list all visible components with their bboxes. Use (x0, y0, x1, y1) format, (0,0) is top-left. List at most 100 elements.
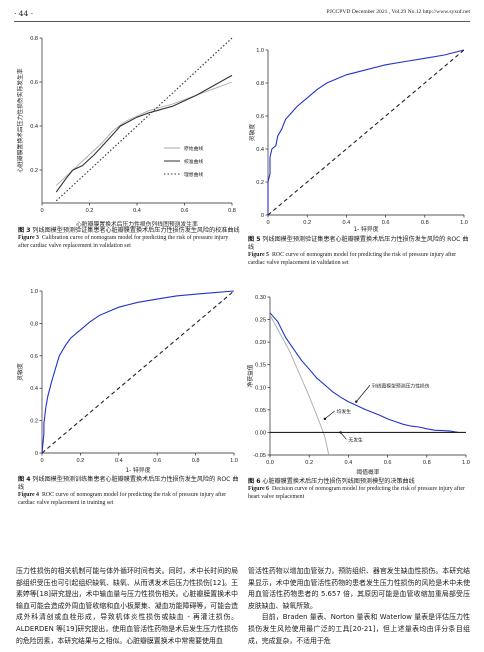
y-tick-label: 0.8 (30, 321, 38, 327)
annotation-arrowhead (355, 400, 358, 403)
body-paragraph: 压力性损伤的相关机制可能与体外循环时间有关。同时，术中长时间的局部组织受压也可引… (16, 567, 238, 645)
figure-6-caption-en: Decision curve of nomogram model for pre… (248, 486, 465, 500)
y-tick-label: 1.0 (256, 48, 264, 54)
x-axis-label: 1- 特异度 (353, 225, 378, 233)
y-tick-label: 0.4 (256, 147, 264, 153)
y-axis-label: 灵敏度 (248, 124, 256, 142)
x-tick-label: 1.0 (462, 460, 470, 466)
header-rule (14, 21, 470, 22)
y-tick-label: 0.00 (255, 430, 266, 436)
x-axis-label: 心脏瓣膜置换术后压力性损伤列线图预测发生率 (76, 220, 198, 228)
y-tick-label: 0.05 (255, 408, 266, 414)
x-tick-label: 0.6 (181, 208, 189, 214)
x-tick-label: 0.6 (382, 220, 390, 226)
figure-5-caption: 图 5 列线图模型预测验证集患者心脏瓣膜置换术后压力性损伤发生风险的 ROC 曲… (248, 236, 470, 268)
figure-5-svg: 0 0.2 0.4 0.6 0.8 1.0 0 0.2 0.4 0.6 0.8 1.0 1- 特异度 灵敏… (248, 48, 468, 233)
figure-6-caption-zh: 心脏瓣膜置换术后压力性损伤列线图预测模型的决策曲线 (262, 478, 415, 485)
x-tick-label: 0.0 (266, 460, 274, 466)
x-tick-label: 0 (266, 220, 269, 226)
y-tick-label: 0.4 (30, 386, 38, 392)
figure-6-chart: 0.0 0.2 0.4 0.6 0.8 1.0 -0.05 0.00 0.05 0.10 0.15 0… (246, 283, 472, 476)
series-line (55, 74, 233, 193)
x-tick-label: 0.2 (303, 220, 311, 226)
y-tick-label: 0.4 (30, 124, 38, 130)
figure-3-caption: 图 3 列线图模型预测验证集患者心脏瓣膜置换术后压力性损伤发生风险的校准曲线 F… (18, 227, 240, 250)
x-tick-label: 1.0 (230, 458, 238, 464)
x-tick-label: 0.6 (153, 458, 161, 464)
annotation-arrowhead (339, 431, 342, 434)
figure-6-svg: 0.0 0.2 0.4 0.6 0.8 1.0 -0.05 0.00 0.05 0.10 0.15 0… (246, 295, 470, 476)
y-tick-label: 1.0 (30, 289, 38, 295)
series-line (267, 49, 465, 215)
x-tick-label: 0.8 (421, 220, 429, 226)
x-tick-label: 0.6 (384, 460, 392, 466)
legend-entry: 校准曲线 (184, 158, 203, 165)
figure-5-chart: 0 0.2 0.4 0.6 0.8 1.0 0 0.2 0.4 0.6 0.8 1.0 1- 特异度 灵敏… (246, 30, 472, 235)
x-tick-label: 0.8 (423, 460, 431, 466)
y-tick-label: 0.6 (256, 114, 264, 120)
y-tick-label: -0.05 (253, 453, 266, 459)
x-tick-label: 0.4 (343, 220, 351, 226)
x-axis-label: 1- 特异度 (125, 466, 150, 474)
y-axis-label: 灵敏度 (16, 363, 24, 381)
x-tick-label: 0.2 (86, 208, 94, 214)
y-tick-label: 0.8 (30, 36, 38, 42)
y-tick-label: 0.2 (30, 419, 38, 425)
annotation-label: 列线图模型预测压力性损伤 (372, 382, 430, 389)
figure-5-caption-en: ROC curve of nomogram model for predicti… (248, 252, 457, 266)
figure-4-caption: 图 4 列线图模型预测训练集患者心脏瓣膜置换术后压力性损伤发生风险的 ROC 曲… (18, 476, 240, 508)
figure-4-caption-en: ROC curve of nomogram model for predicti… (18, 492, 227, 506)
y-tick-label: 0.15 (255, 363, 266, 369)
y-tick-label: 0 (261, 213, 264, 219)
page-header-journal-info: PJCCPVD December 2021 , Vol.29 No.12 htt… (326, 9, 470, 15)
legend-entry: 原始曲线 (184, 145, 203, 152)
figure-4-svg: 0 0.2 0.4 0.6 0.8 1.0 0 0.2 0.4 0.6 0.8 1.0 1- 特异度 灵敏… (16, 289, 238, 474)
x-tick-label: 0.4 (345, 460, 353, 466)
y-tick-label: 0.20 (255, 340, 266, 346)
body-right-column: 管活性药物以增加血管张力，预防组织、器官发生缺血性损伤。本研究结果显示，术中使用… (248, 566, 470, 647)
figure-5-caption-label: 图 5 (248, 236, 261, 243)
page-header-number: · 44 · (14, 9, 34, 18)
x-tick-label: 0.2 (305, 460, 313, 466)
y-tick-label: 0.2 (30, 168, 38, 174)
figure-3-caption-en: Calibration curve of nomogram model for … (18, 235, 229, 249)
x-tick-label: 1.0 (460, 220, 468, 226)
y-tick-label: 0.25 (255, 318, 266, 324)
figure-4-chart: 0 0.2 0.4 0.6 0.8 1.0 0 0.2 0.4 0.6 0.8 1.0 1- 特异度 灵敏… (14, 283, 242, 476)
figure-5-caption-label-en: Figure 5 (248, 252, 269, 259)
annotation-arrow (340, 432, 347, 440)
figure-4-caption-zh: 列线图模型预测训练集患者心脏瓣膜置换术后压力性损伤发生风险的 ROC 曲线 (18, 476, 239, 492)
body-paragraph: 目前，Braden 量表、Norton 量表和 Waterlow 量表是评估压力… (248, 613, 470, 645)
figure-3-caption-label: 图 3 (18, 227, 31, 234)
series-line (267, 49, 465, 216)
y-tick-label: 0.30 (255, 295, 266, 301)
x-tick-label: 0 (40, 208, 43, 214)
figure-6-caption-label-en: Figure 6 (248, 486, 269, 493)
series-line (269, 314, 330, 456)
annotation-arrow (324, 410, 335, 420)
y-tick-label: 0.10 (255, 385, 266, 391)
y-tick-label: 0.2 (256, 180, 264, 186)
y-tick-label: 0.6 (30, 80, 38, 86)
figure-3-caption-zh: 列线图模型预测验证集患者心脏瓣膜置换术后压力性损伤发生风险的校准曲线 (32, 227, 240, 234)
series-line (55, 37, 233, 202)
series-line (269, 312, 459, 433)
figure-6-caption-label: 图 6 (248, 478, 261, 485)
x-tick-label: 0 (40, 458, 43, 464)
y-tick-label: 0 (35, 451, 38, 457)
x-tick-label: 0.8 (228, 208, 236, 214)
figure-6-caption: 图 6 心脏瓣膜置换术后压力性损伤列线图预测模型的决策曲线 Figure 6 D… (248, 478, 470, 501)
figure-3-chart: 0 0.2 0.4 0.6 0.8 0.2 0.4 0.6 0.8 心脏瓣膜置换术后压力性损伤列线… (14, 30, 242, 230)
figure-4-caption-label-en: Figure 4 (18, 492, 39, 499)
series-line (41, 290, 235, 454)
figure-3-svg: 0 0.2 0.4 0.6 0.8 0.2 0.4 0.6 0.8 心脏瓣膜置换术后压力性损伤列线… (16, 36, 236, 228)
x-tick-label: 0.2 (77, 458, 85, 464)
y-axis-label: 心脏瓣膜置换术后压力性损伤实际发生率 (16, 68, 24, 173)
y-axis-label: 净获益值 (246, 364, 254, 387)
y-tick-label: 0.8 (256, 81, 264, 87)
body-left-column: 压力性损伤的相关机制可能与体外循环时间有关。同时，术中长时间的局部组织受压也可引… (16, 566, 238, 647)
annotation-arrow (355, 385, 371, 402)
y-tick-label: 0.6 (30, 354, 38, 360)
figure-4-caption-label: 图 4 (18, 476, 31, 483)
annotation-label: 均发生 (337, 408, 352, 415)
